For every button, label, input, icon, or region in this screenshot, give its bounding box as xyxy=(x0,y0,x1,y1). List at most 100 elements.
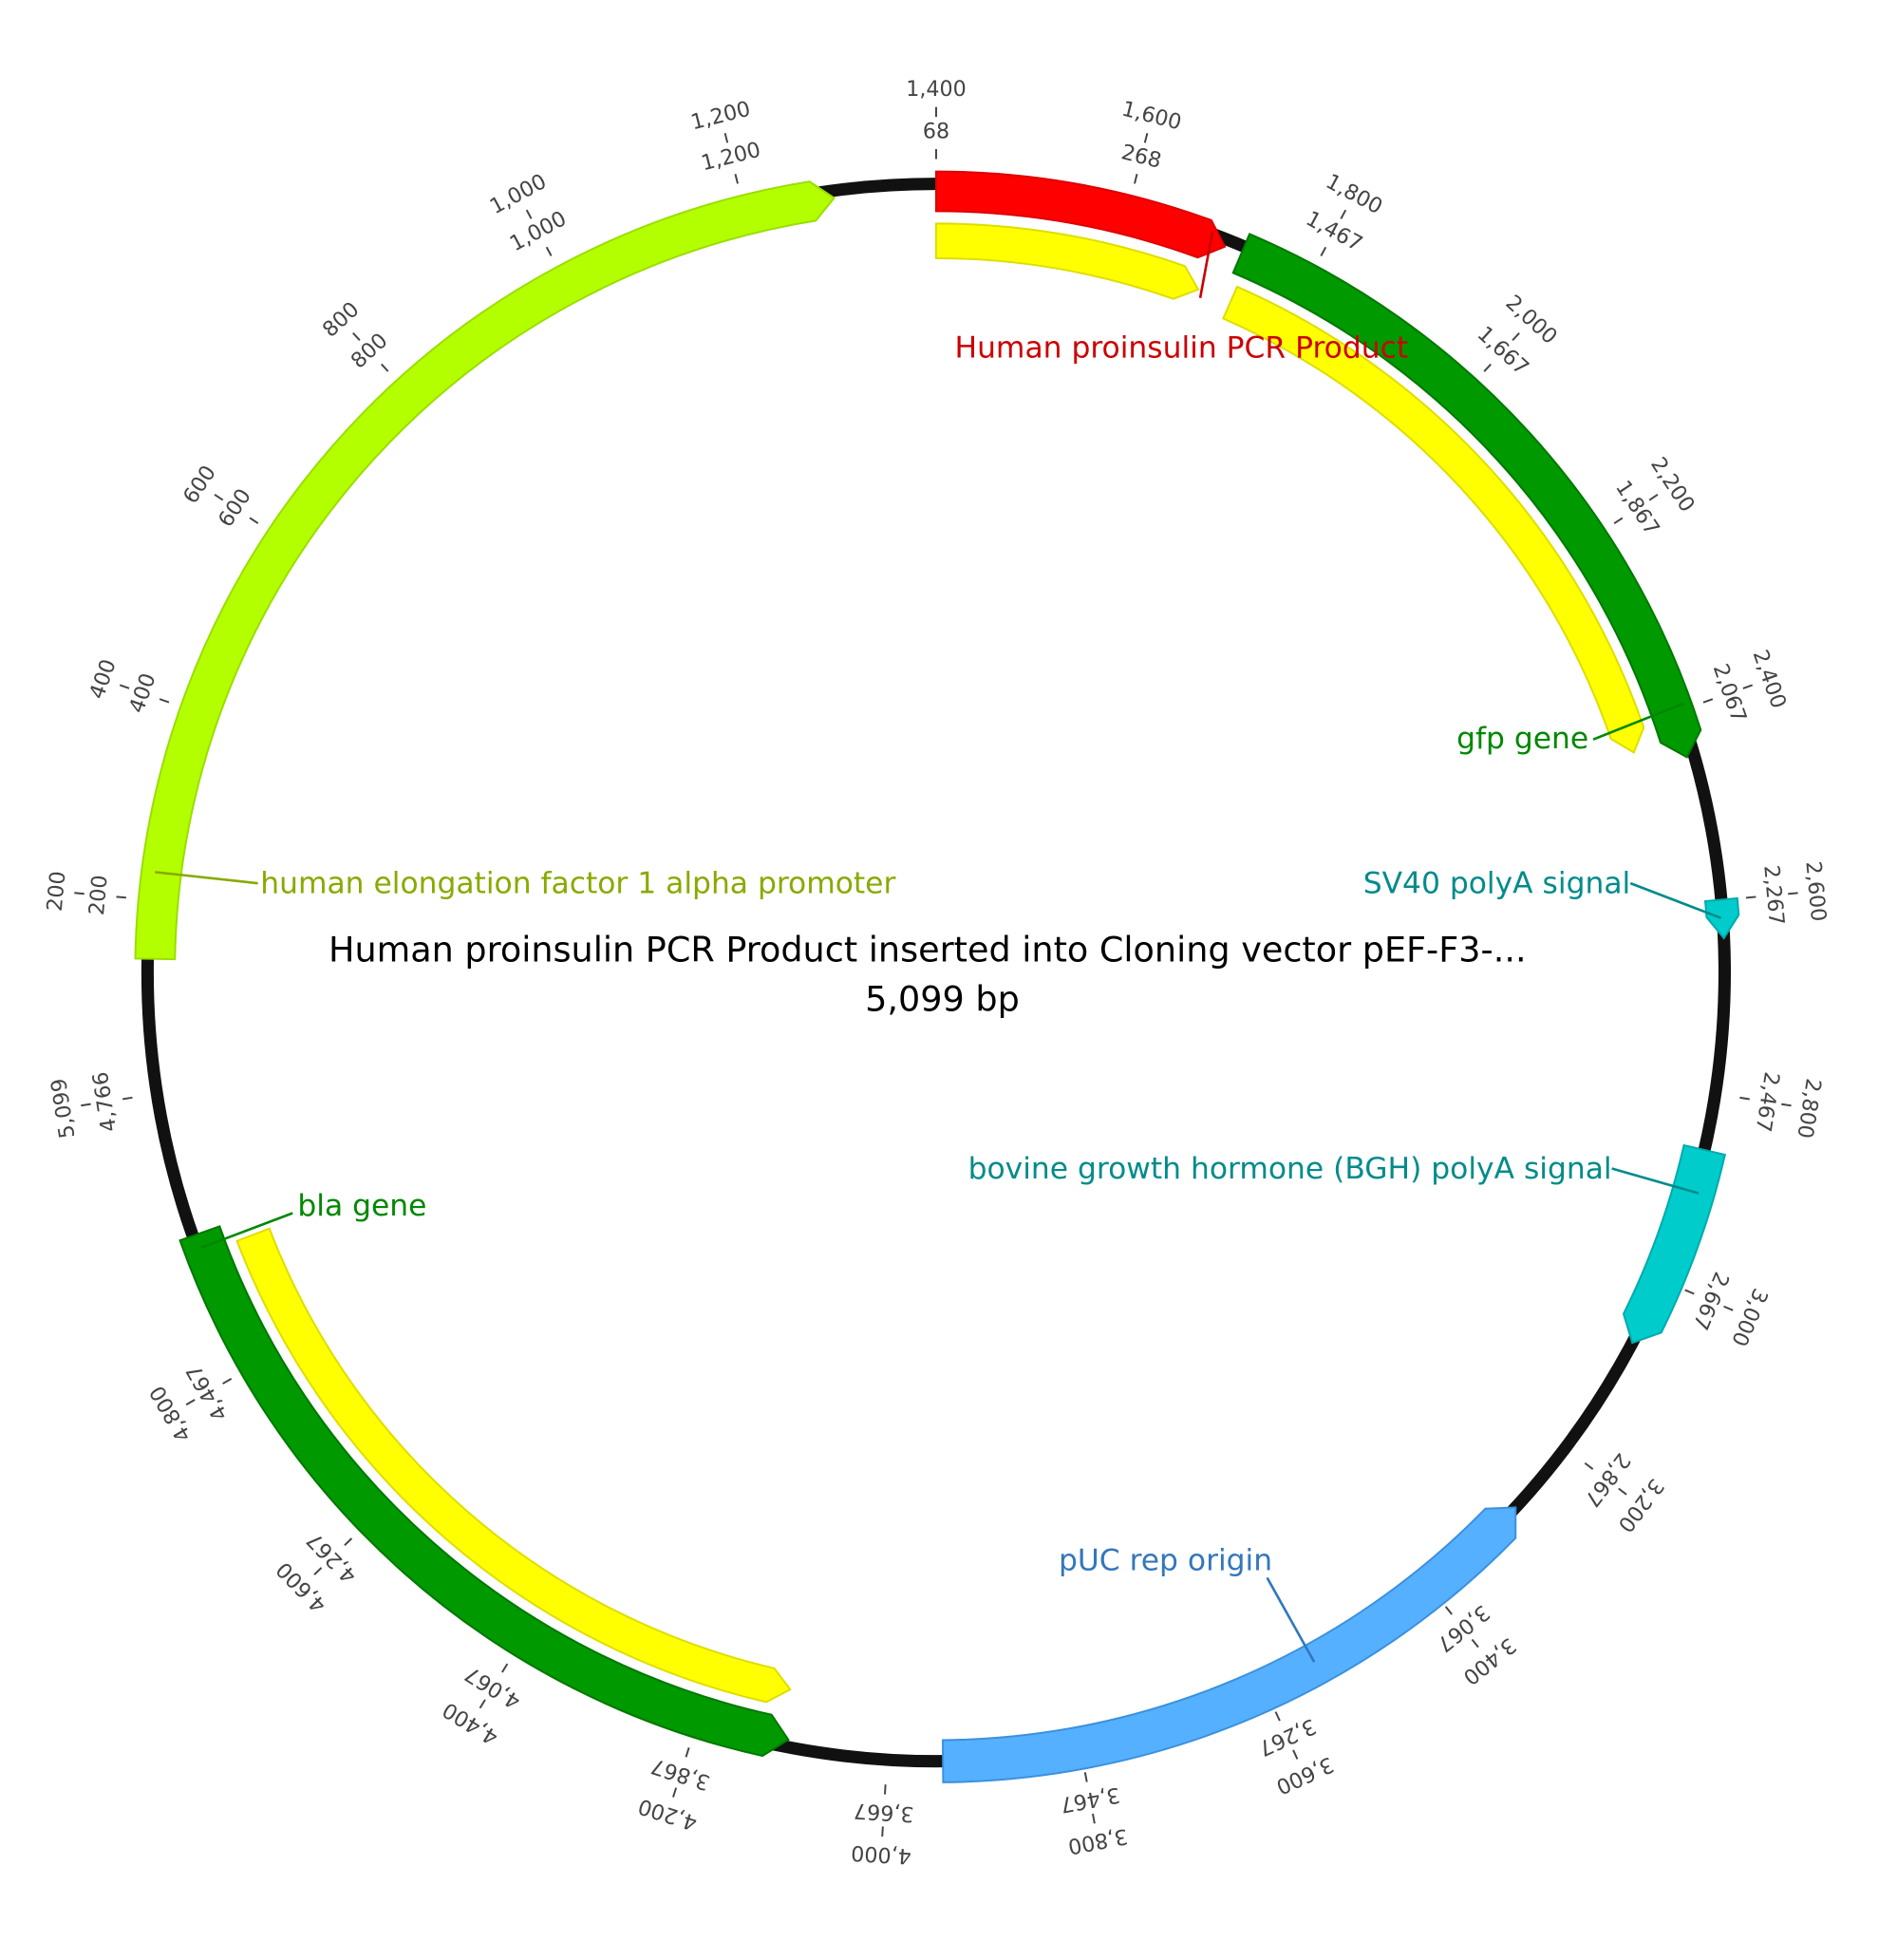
tick-label: 4,400 xyxy=(439,1697,503,1750)
tick-label: 68 xyxy=(923,119,949,143)
tick-mark xyxy=(222,1377,233,1385)
tick-label: 600 xyxy=(214,484,256,532)
tick-label: 2,867 xyxy=(1579,1448,1635,1511)
tick-mark xyxy=(159,698,170,704)
feature-arc xyxy=(1231,233,1702,759)
tick-mark xyxy=(1781,1102,1792,1107)
feature-label: Human proinsulin PCR Product xyxy=(955,330,1409,365)
tick-mark xyxy=(185,1399,196,1406)
tick-label: 3,867 xyxy=(648,1753,713,1795)
feature-arc xyxy=(942,1506,1517,1783)
tick-label: 4,067 xyxy=(460,1661,525,1714)
feature-label: SV40 polyA signal xyxy=(1363,867,1631,901)
tick-mark xyxy=(1320,246,1327,256)
tick-label: 4,000 xyxy=(851,1840,912,1869)
tick-mark xyxy=(352,331,361,341)
tick-label: 1,400 xyxy=(906,77,967,102)
tick-mark xyxy=(1648,494,1659,501)
tick-mark xyxy=(1613,517,1624,524)
tick-mark xyxy=(545,246,553,256)
tick-label: 4,766 xyxy=(88,1070,122,1134)
feature-arc xyxy=(178,1225,790,1758)
tick-label: 4,267 xyxy=(302,1527,362,1588)
tick-mark xyxy=(734,174,739,184)
leader-line xyxy=(1592,702,1684,741)
leader-line xyxy=(200,1212,293,1250)
tick-mark xyxy=(74,892,85,895)
tick-mark xyxy=(1292,1749,1299,1760)
tick-mark xyxy=(1471,1638,1479,1649)
feature-arc xyxy=(934,222,1200,300)
tick-label: 1,667 xyxy=(1473,322,1533,381)
tick-label: 3,000 xyxy=(1726,1285,1773,1350)
tick-mark xyxy=(1134,174,1138,184)
feature-arc xyxy=(235,1227,792,1704)
tick-mark xyxy=(1723,1305,1734,1311)
tick-label: 4,200 xyxy=(635,1793,700,1835)
tick-label: 3,067 xyxy=(1432,1600,1494,1657)
tick-label: 800 xyxy=(347,329,393,374)
map-size: 5,099 bp xyxy=(865,979,1020,1020)
feature-arc xyxy=(134,180,836,961)
tick-label: 2,467 xyxy=(1751,1070,1784,1134)
tick-mark xyxy=(672,1787,678,1798)
tick-mark xyxy=(81,1102,91,1107)
tick-mark xyxy=(344,1537,353,1546)
tick-label: 3,600 xyxy=(1272,1751,1338,1799)
tick-mark xyxy=(525,209,533,219)
tick-label: 1,467 xyxy=(1302,206,1366,256)
tick-label: 1,200 xyxy=(688,97,753,136)
feature-label: gfp gene xyxy=(1456,722,1588,756)
tick-label: 268 xyxy=(1118,140,1163,174)
tick-mark xyxy=(1745,895,1756,899)
tick-label: 2,667 xyxy=(1687,1269,1734,1334)
tick-label: 3,800 xyxy=(1066,1823,1130,1858)
tick-mark xyxy=(1483,363,1492,372)
tick-label: 800 xyxy=(318,297,365,343)
tick-label: 600 xyxy=(178,462,221,509)
feature-arc xyxy=(1221,285,1645,754)
tick-label: 3,667 xyxy=(853,1798,914,1826)
tick-mark xyxy=(214,493,224,501)
tick-mark xyxy=(1739,1096,1750,1101)
tick-label: 3,467 xyxy=(1059,1781,1122,1817)
tick-label: 1,200 xyxy=(699,138,763,177)
tick-mark xyxy=(119,684,130,689)
tick-label: 2,067 xyxy=(1708,661,1752,726)
tick-mark xyxy=(685,1747,690,1758)
tick-mark xyxy=(122,1096,133,1101)
tick-mark xyxy=(881,1826,884,1837)
tick-label: 1,800 xyxy=(1322,169,1386,219)
tick-label: 4,800 xyxy=(145,1382,197,1446)
tick-label: 3,267 xyxy=(1254,1713,1320,1761)
feature-arc xyxy=(1622,1143,1726,1345)
tick-label: 1,600 xyxy=(1119,97,1184,136)
tick-mark xyxy=(116,895,127,899)
tick-mark xyxy=(1091,1813,1096,1824)
leader-line xyxy=(1629,881,1722,919)
tick-mark xyxy=(1788,892,1798,895)
leader-line xyxy=(1266,1576,1316,1663)
tick-label: 400 xyxy=(124,670,161,717)
tick-mark xyxy=(723,132,729,143)
tick-mark xyxy=(249,517,259,524)
tick-mark xyxy=(1618,1487,1627,1496)
tick-mark xyxy=(501,1663,509,1673)
tick-mark xyxy=(1340,209,1347,219)
feature-arc xyxy=(934,170,1227,259)
features xyxy=(134,170,1740,1783)
map-title: Human proinsulin PCR Product inserted in… xyxy=(329,929,1527,970)
tick-mark xyxy=(883,1784,887,1795)
tick-mark xyxy=(1143,132,1149,143)
feature-label: human elongation factor 1 alpha promoter xyxy=(260,867,895,901)
tick-label: 2,400 xyxy=(1748,647,1792,712)
tick-mark xyxy=(1083,1772,1088,1782)
tick-label: 5,099 xyxy=(47,1077,80,1140)
feature-label: bla gene xyxy=(297,1189,426,1223)
leader-line xyxy=(155,871,258,885)
leader-line xyxy=(1198,231,1214,299)
tick-label: 400 xyxy=(85,656,122,703)
tick-mark xyxy=(1702,698,1714,704)
tick-mark xyxy=(1684,1289,1695,1295)
